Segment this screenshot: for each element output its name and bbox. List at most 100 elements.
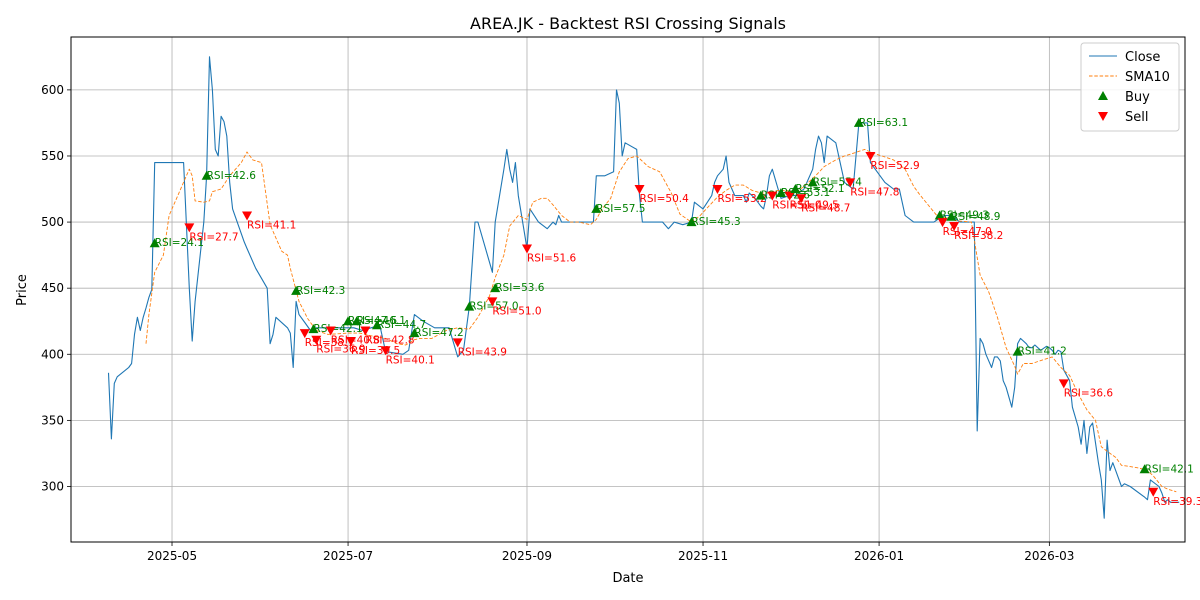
buy-marker xyxy=(853,117,864,127)
sell-marker xyxy=(796,194,807,204)
sell-marker xyxy=(521,244,532,254)
buy-marker xyxy=(464,301,475,311)
sell-rsi-label: RSI=51.6 xyxy=(527,253,577,265)
x-tick-label: 2025-05 xyxy=(147,549,197,563)
sell-marker xyxy=(1058,379,1069,389)
sell-rsi-label: RSI=51.0 xyxy=(492,305,541,317)
sell-marker xyxy=(452,338,463,348)
plot-frame xyxy=(70,36,1186,543)
sell-rsi-label: RSI=42.8 xyxy=(365,334,414,346)
buy-rsi-label: RSI=42.3 xyxy=(296,285,345,297)
sell-marker xyxy=(712,185,723,195)
x-tick-label: 2025-09 xyxy=(502,549,552,563)
legend-sell-swatch xyxy=(1098,112,1108,121)
buy-rsi-label: RSI=41.2 xyxy=(1018,346,1067,358)
sell-rsi-label: RSI=27.7 xyxy=(189,231,238,243)
close-line xyxy=(107,56,1180,519)
buy-rsi-label: RSI=46.1 xyxy=(357,315,406,327)
sell-rsi-label: RSI=40.1 xyxy=(386,354,435,366)
legend-buy-swatch xyxy=(1098,91,1108,100)
buy-rsi-label: RSI=44.7 xyxy=(377,319,426,331)
buy-rsi-label: RSI=57.0 xyxy=(469,301,518,313)
y-tick-label: 600 xyxy=(41,83,64,97)
y-tick-label: 550 xyxy=(41,149,64,163)
y-tick-label: 300 xyxy=(41,479,64,493)
series-lines xyxy=(107,56,1180,519)
legend-close-label: Close xyxy=(1125,50,1160,65)
y-tick-label: 500 xyxy=(41,215,64,229)
sell-marker xyxy=(242,211,253,221)
chart-title: AREA.JK - Backtest RSI Crossing Signals xyxy=(470,14,786,33)
buy-marker xyxy=(351,316,362,326)
sell-rsi-label: RSI=52.9 xyxy=(870,160,919,172)
y-tick-label: 450 xyxy=(41,281,64,295)
sell-marker xyxy=(949,222,960,232)
sell-rsi-label: RSI=51.0 xyxy=(772,200,821,212)
sell-rsi-label: RSI=50.4 xyxy=(640,193,690,205)
buy-rsi-label: RSI=63.1 xyxy=(859,117,908,129)
buy-marker xyxy=(790,184,801,194)
x-tick-label: 2025-07 xyxy=(323,549,373,563)
sell-marker xyxy=(184,223,195,233)
y-tick-label: 350 xyxy=(41,413,64,427)
buy-marker xyxy=(149,238,160,248)
sell-marker xyxy=(345,337,356,347)
sma10-line xyxy=(145,148,1177,493)
sell-marker xyxy=(311,335,322,345)
sell-rsi-label: RSI=53.2 xyxy=(717,193,766,205)
buy-marker xyxy=(946,211,957,221)
buy-marker xyxy=(371,320,382,330)
y-tick-label: 400 xyxy=(41,347,64,361)
grid xyxy=(71,37,1185,542)
legend-buy-label: Buy xyxy=(1125,90,1150,105)
buy-rsi-label: RSI=42.1 xyxy=(313,323,362,335)
sell-rsi-label: RSI=47.8 xyxy=(850,186,899,198)
buy-marker xyxy=(409,328,420,338)
buy-rsi-label: RSI=53.6 xyxy=(495,282,545,294)
sell-marker xyxy=(634,185,645,195)
buy-marker xyxy=(490,283,501,293)
sell-marker xyxy=(845,178,856,188)
sell-marker xyxy=(767,191,778,201)
sell-rsi-label: RSI=40.8 xyxy=(331,334,380,346)
x-axis: 2025-05 2025-07 2025-09 2025-11 2026-01 2026-… xyxy=(147,542,1074,563)
x-tick-label: 2026-01 xyxy=(854,549,904,563)
buy-rsi-label: RSI=42.6 xyxy=(207,170,257,182)
x-tick-label: 2026-03 xyxy=(1024,549,1074,563)
buy-marker xyxy=(291,285,302,295)
x-axis-label: Date xyxy=(612,571,643,586)
buy-marker xyxy=(1139,464,1150,474)
legend-sma10-label: SMA10 xyxy=(1125,70,1170,85)
sell-marker xyxy=(325,326,336,336)
legend-box xyxy=(1080,42,1180,132)
sell-marker xyxy=(937,218,948,228)
buy-marker xyxy=(807,177,818,187)
sell-marker xyxy=(487,297,498,307)
buy-marker xyxy=(591,203,602,213)
sell-rsi-label: RSI=36.6 xyxy=(1064,387,1114,399)
buy-rsi-label: RSI=24.1 xyxy=(155,237,204,249)
sell-marker xyxy=(865,151,876,161)
x-tick-label: 2025-11 xyxy=(678,549,728,563)
buy-marker xyxy=(1012,346,1023,356)
sell-marker xyxy=(784,191,795,201)
buy-marker xyxy=(343,316,354,326)
sell-marker xyxy=(299,329,310,339)
sell-marker xyxy=(1148,487,1159,497)
buy-rsi-label: RSI=52.1 xyxy=(795,183,844,195)
buy-rsi-label: RSI=48.9 xyxy=(951,211,1000,223)
sell-rsi-label: RSI=49.5 xyxy=(790,200,839,212)
sell-rsi-label: RSI=41.1 xyxy=(247,219,296,231)
sell-marker xyxy=(360,326,371,336)
buy-rsi-label: RSI=45.3 xyxy=(691,216,740,228)
buy-marker xyxy=(201,170,212,180)
sell-rsi-label: RSI=39.3 xyxy=(1153,496,1200,508)
legend: Close SMA10 Buy Sell xyxy=(1080,42,1180,132)
y-axis-label: Price xyxy=(15,274,30,306)
sell-rsi-label: RSI=38.2 xyxy=(954,230,1003,242)
legend-sell-label: Sell xyxy=(1125,110,1148,125)
sell-rsi-label: RSI=36.9 xyxy=(316,344,365,356)
buy-marker xyxy=(755,190,766,200)
